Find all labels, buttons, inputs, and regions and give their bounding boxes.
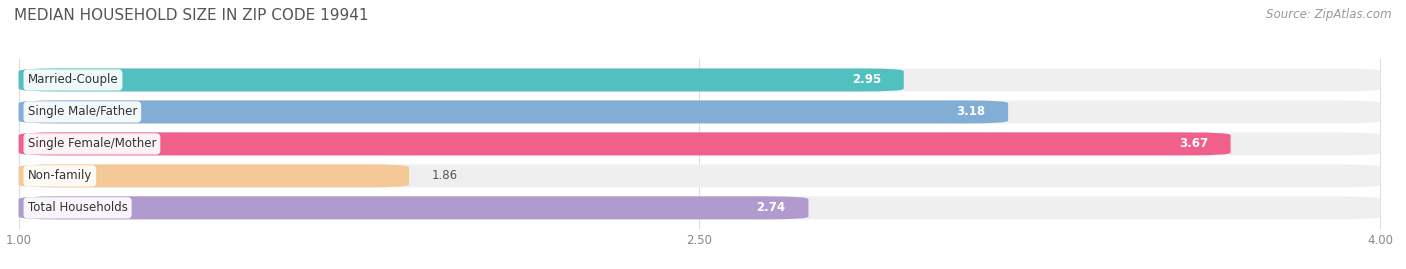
Text: 3.18: 3.18 bbox=[956, 105, 986, 118]
Text: 2.95: 2.95 bbox=[852, 73, 882, 86]
FancyBboxPatch shape bbox=[18, 68, 904, 91]
FancyBboxPatch shape bbox=[18, 196, 808, 220]
Text: Single Male/Father: Single Male/Father bbox=[28, 105, 136, 118]
Text: 1.86: 1.86 bbox=[432, 169, 458, 182]
Text: 2.74: 2.74 bbox=[756, 201, 786, 214]
Text: Married-Couple: Married-Couple bbox=[28, 73, 118, 86]
Text: MEDIAN HOUSEHOLD SIZE IN ZIP CODE 19941: MEDIAN HOUSEHOLD SIZE IN ZIP CODE 19941 bbox=[14, 8, 368, 23]
FancyBboxPatch shape bbox=[18, 196, 1381, 220]
FancyBboxPatch shape bbox=[18, 100, 1381, 123]
FancyBboxPatch shape bbox=[18, 68, 1381, 91]
Text: Non-family: Non-family bbox=[28, 169, 91, 182]
FancyBboxPatch shape bbox=[18, 164, 409, 187]
Text: Total Households: Total Households bbox=[28, 201, 128, 214]
Text: Single Female/Mother: Single Female/Mother bbox=[28, 137, 156, 150]
FancyBboxPatch shape bbox=[18, 164, 1381, 187]
Text: Source: ZipAtlas.com: Source: ZipAtlas.com bbox=[1267, 8, 1392, 21]
FancyBboxPatch shape bbox=[18, 132, 1381, 155]
FancyBboxPatch shape bbox=[18, 132, 1230, 155]
Text: 3.67: 3.67 bbox=[1178, 137, 1208, 150]
FancyBboxPatch shape bbox=[18, 100, 1008, 123]
